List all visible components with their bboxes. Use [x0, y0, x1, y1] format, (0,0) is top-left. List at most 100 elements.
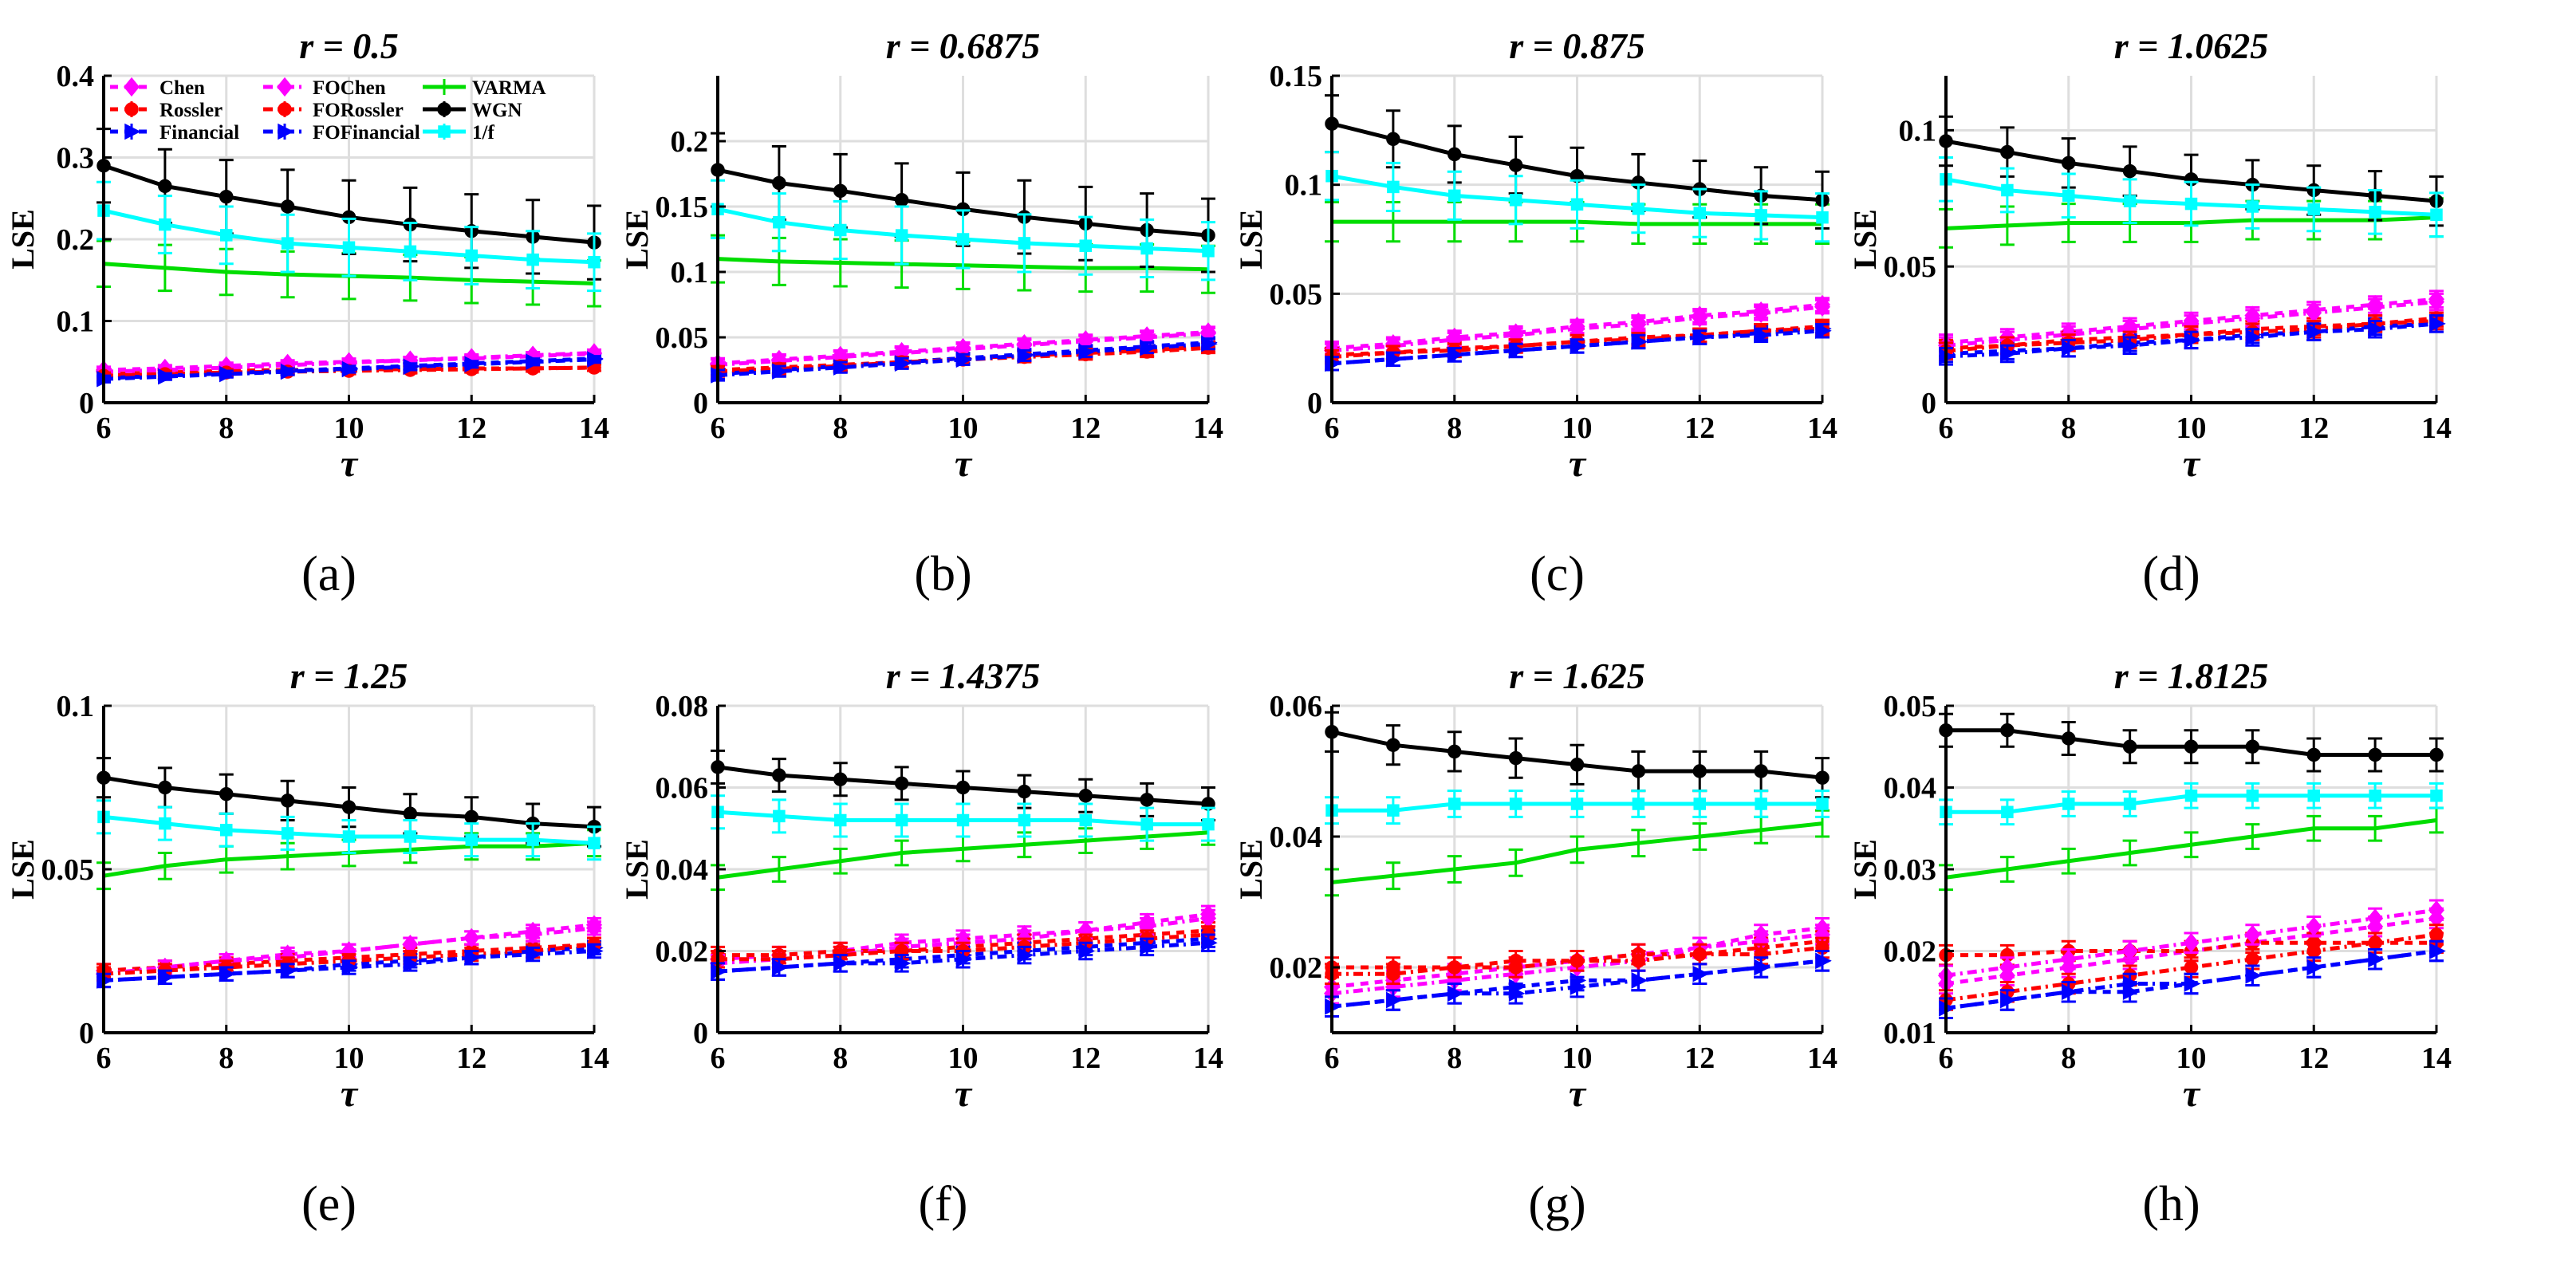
- subplot-f: 6 8 10 12 14 0 0.02 0.04 0.06 0.08 r = 1.4375 τ LSE (…: [619, 656, 1223, 1231]
- data-point: [588, 255, 601, 269]
- data-point: [1693, 207, 1706, 219]
- y-tick-label: 0.06: [1270, 690, 1323, 723]
- data-point: [1448, 744, 1462, 759]
- y-tick-label: 0.1: [57, 690, 95, 723]
- data-point: [2122, 975, 2140, 992]
- data-point: [1448, 797, 1461, 810]
- x-tick-label: 10: [2176, 412, 2207, 445]
- data-point: [2184, 739, 2199, 754]
- data-point: [2246, 200, 2259, 213]
- data-point: [526, 253, 539, 266]
- data-point: [403, 955, 420, 973]
- data-point: [2306, 323, 2323, 341]
- y-tick-label: 0.04: [1270, 821, 1323, 854]
- data-point: [2306, 747, 2321, 762]
- data-point: [1755, 209, 1767, 222]
- subplot-d: 6 8 10 12 14 0 0.05 0.1 r = 1.0625 τ LSE (d): [1847, 26, 2452, 601]
- subplot-b: 6 8 10 12 14 0 0.05 0.1 0.15 0.2 r = 0.6875 τ LSE (b): [619, 26, 1223, 601]
- x-tick-label: 10: [334, 412, 364, 445]
- data-point: [2123, 797, 2137, 810]
- subplot-title: r = 0.6875: [886, 26, 1041, 66]
- series-fofinancial: [1325, 322, 1832, 372]
- legend-item-chen: Chen: [110, 77, 205, 99]
- subplot-label: (c): [1530, 547, 1585, 601]
- data-point: [1079, 239, 1092, 252]
- data-point: [955, 951, 973, 967]
- data-point: [1078, 789, 1093, 803]
- x-tick-label: 8: [2061, 412, 2076, 445]
- series-1-f: [1325, 790, 1830, 825]
- legend-item-fofinancial: FOFinancial: [263, 122, 420, 144]
- data-point: [2368, 747, 2382, 762]
- data-point: [1017, 947, 1034, 963]
- data-point: [1078, 943, 1095, 959]
- subplot-label: (e): [301, 1177, 356, 1231]
- data-point: [526, 946, 542, 963]
- data-point: [1570, 979, 1587, 995]
- legend-item-fochen: FOChen: [263, 77, 386, 99]
- x-axis-label: τ: [2183, 1073, 2201, 1115]
- y-tick-label: 0.02: [1884, 935, 1937, 969]
- data-point: [1815, 322, 1832, 340]
- x-tick-label: 10: [334, 1042, 364, 1075]
- data-point: [1017, 347, 1034, 364]
- data-point: [772, 959, 789, 976]
- y-tick-label: 0.08: [656, 690, 709, 723]
- data-point: [1387, 804, 1400, 817]
- x-tick-label: 10: [948, 1042, 979, 1075]
- data-point: [2060, 949, 2077, 969]
- data-point: [158, 368, 175, 385]
- subplot-h: 6 8 10 12 14 0.01 0.02 0.03 0.04 0.05 r = 1.8125 τ L…: [1847, 656, 2452, 1231]
- legend-label: FOFinancial: [313, 122, 420, 144]
- data-point: [1386, 738, 1400, 752]
- data-point: [2121, 941, 2138, 961]
- y-tick-label: 0.05: [41, 853, 95, 887]
- y-axis-label: LSE: [5, 839, 41, 900]
- data-point: [2062, 156, 2076, 171]
- x-tick-label: 14: [2421, 412, 2452, 445]
- x-tick-label: 12: [456, 1042, 486, 1075]
- data-point: [1201, 935, 1218, 951]
- y-tick-label: 0: [1921, 387, 1936, 420]
- data-point: [341, 959, 359, 976]
- y-tick-label: 0.02: [656, 935, 709, 969]
- data-point: [833, 772, 848, 786]
- data-point: [1754, 327, 1771, 344]
- data-point: [2000, 144, 2015, 159]
- data-point: [833, 359, 850, 376]
- data-point: [1202, 245, 1215, 258]
- legend-marker: [278, 123, 294, 140]
- data-point: [895, 229, 908, 242]
- data-point: [1693, 797, 1706, 810]
- data-point: [1815, 952, 1832, 970]
- data-point: [1692, 965, 1709, 983]
- data-point: [2184, 332, 2201, 349]
- data-point: [2367, 908, 2384, 928]
- data-point: [2307, 790, 2320, 802]
- data-point: [2306, 943, 2321, 959]
- data-point: [464, 949, 481, 966]
- data-point: [894, 955, 912, 972]
- data-point: [894, 193, 909, 207]
- data-point: [1632, 202, 1645, 215]
- data-point: [1386, 351, 1403, 368]
- series-1-f: [711, 179, 1215, 282]
- legend-item-financial: Financial: [110, 122, 239, 144]
- data-point: [587, 943, 604, 959]
- data-point: [1078, 343, 1095, 360]
- data-point: [1755, 797, 1767, 810]
- data-point: [1140, 817, 1153, 831]
- data-point: [2122, 739, 2137, 754]
- data-point: [465, 249, 478, 262]
- x-axis-label: τ: [1569, 443, 1587, 485]
- y-tick-label: 0.05: [1270, 278, 1323, 311]
- data-point: [2062, 340, 2078, 356]
- data-point: [1448, 985, 1464, 1002]
- data-point: [2062, 731, 2076, 746]
- data-point: [772, 363, 789, 380]
- legend-marker: [124, 102, 139, 116]
- y-axis-label: LSE: [1233, 839, 1269, 900]
- x-tick-label: 12: [1684, 1042, 1715, 1075]
- data-point: [281, 237, 294, 250]
